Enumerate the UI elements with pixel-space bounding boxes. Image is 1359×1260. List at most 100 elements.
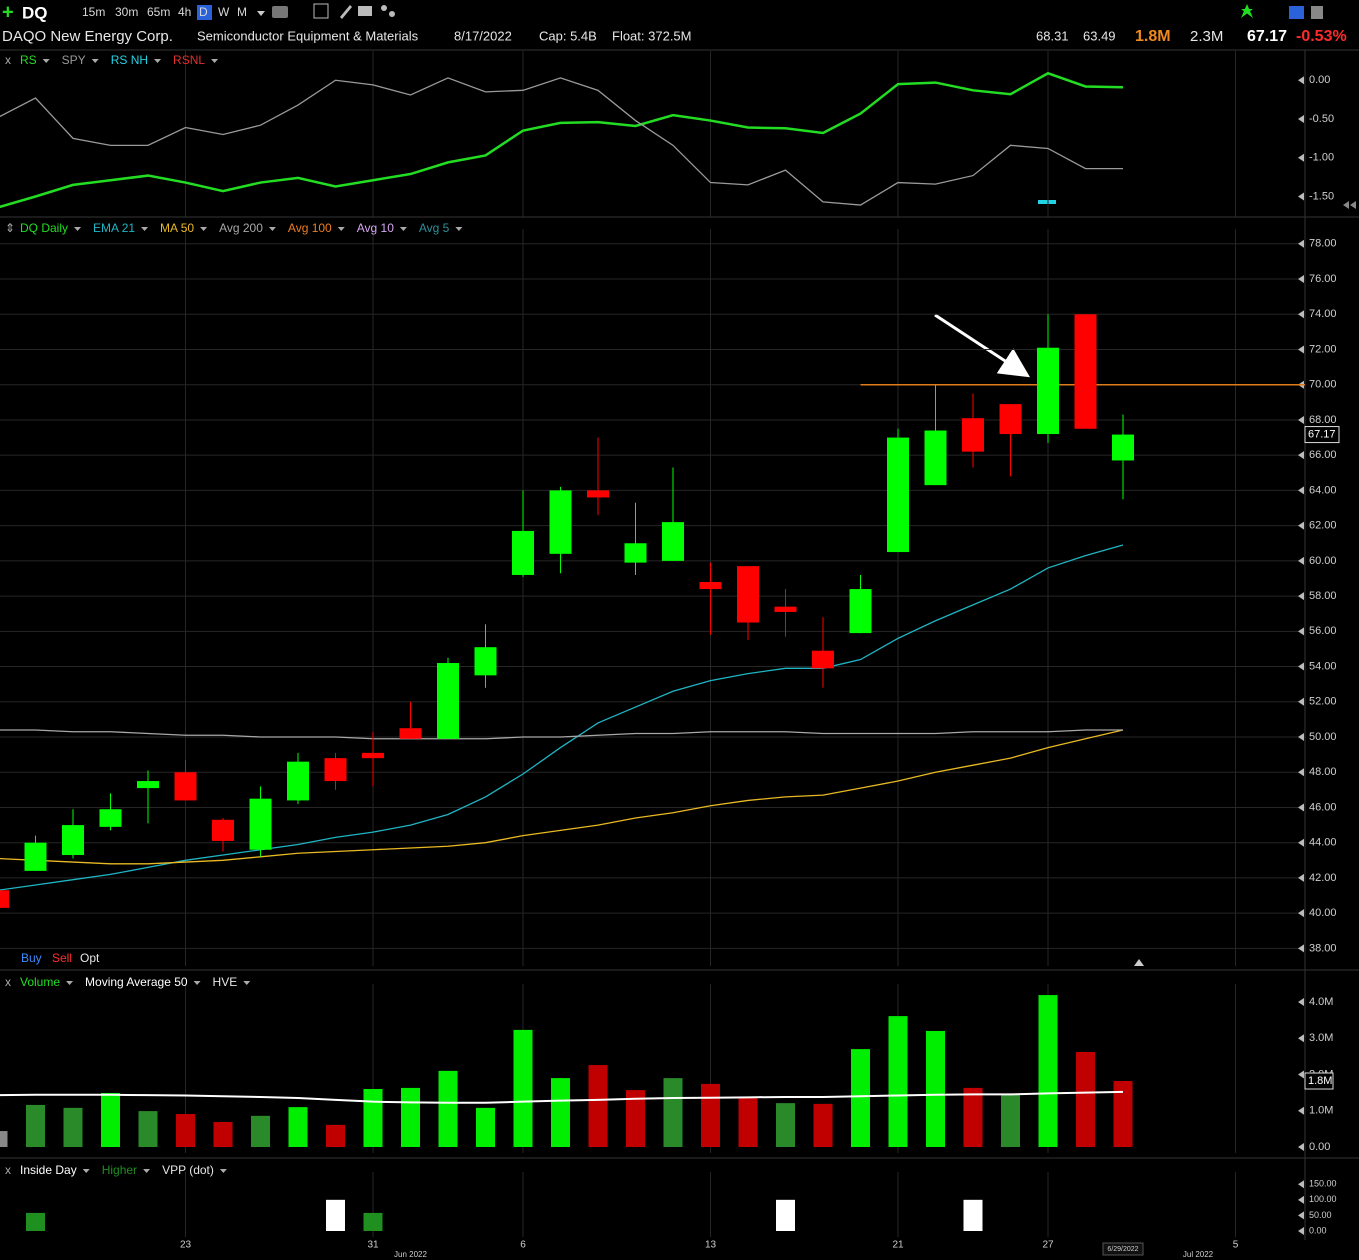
tool-icon[interactable] (358, 6, 372, 16)
tool-icon[interactable] (313, 3, 329, 19)
tool-icon[interactable] (1311, 6, 1323, 19)
legend-entry[interactable]: Higher (102, 1163, 137, 1177)
move-icon[interactable]: ⇕ (5, 221, 15, 235)
y-tick-label: 46.00 (1309, 801, 1337, 813)
collapse-icon[interactable] (1134, 959, 1144, 966)
y-tick-label: 50.00 (1309, 1210, 1332, 1220)
y-tick-mark (1298, 873, 1304, 882)
tool-icon[interactable] (340, 5, 352, 19)
x-tick-label: Jul 2022 (1183, 1250, 1214, 1259)
candle-body (174, 772, 197, 801)
bar (401, 1087, 420, 1147)
candle-body (212, 819, 234, 841)
bar (963, 1199, 983, 1231)
x-tick-label: 5 (1233, 1240, 1239, 1251)
bar (176, 1114, 195, 1147)
y-tick-label: 78.00 (1309, 238, 1337, 250)
timeframe-button[interactable]: 65m (147, 5, 170, 19)
legend-entry[interactable]: RS NH (111, 53, 148, 67)
timeframe-button[interactable]: D (199, 5, 208, 19)
y-tick-mark (1298, 310, 1304, 319)
y-tick-label: 3.0M (1309, 1032, 1333, 1044)
y-tick-label: 1.0M (1309, 1105, 1333, 1117)
symbol[interactable]: DQ (22, 3, 48, 22)
legend-entry[interactable]: Avg 200 (219, 221, 263, 235)
legend-entry[interactable]: Avg 100 (288, 221, 332, 235)
legend-entry[interactable]: RSNL (173, 53, 205, 67)
tool-icon[interactable] (389, 11, 395, 17)
legend-entry[interactable]: Avg 10 (357, 221, 394, 235)
avg-volume: 2.3M (1190, 28, 1223, 45)
candle-body (324, 758, 347, 782)
timeframe-button[interactable]: 15m (82, 5, 105, 19)
legend-caret (211, 59, 219, 63)
legend-caret (154, 59, 162, 63)
legend-entry[interactable]: Volume (20, 975, 60, 989)
candle-body (362, 752, 384, 759)
company-name: DAQO New Energy Corp. (2, 28, 173, 45)
add-icon[interactable]: + (2, 1, 14, 23)
bar (776, 1199, 795, 1231)
legend-caret (66, 981, 74, 985)
y-tick-mark (1298, 1211, 1304, 1220)
bar (851, 1049, 870, 1147)
timeframe-button[interactable]: 4h (178, 5, 191, 19)
candle-body (474, 647, 497, 676)
timeframe-button[interactable]: 30m (115, 5, 138, 19)
legend-entry[interactable]: DQ Daily (20, 221, 68, 235)
annotation-arrow (934, 313, 1031, 378)
y-tick-mark (1298, 76, 1304, 85)
timeframe-button[interactable]: W (218, 5, 230, 19)
close-icon[interactable]: x (5, 975, 11, 989)
y-tick-label: 42.00 (1309, 872, 1337, 884)
y-tick-label: 4.0M (1309, 996, 1333, 1008)
price-marker (1304, 426, 1340, 444)
close-icon[interactable]: x (5, 1163, 11, 1177)
tool-icon[interactable] (381, 5, 387, 11)
close-icon[interactable]: x (5, 53, 11, 67)
series-line (0, 1090, 1124, 1104)
date: 8/17/2022 (454, 28, 512, 43)
legend-entry[interactable]: Avg 5 (419, 221, 450, 235)
y-tick-mark (1298, 451, 1304, 460)
x-tick-label: 13 (705, 1240, 717, 1251)
candle-body (849, 589, 872, 634)
legend-entry[interactable]: HVE (213, 975, 238, 989)
sell-button[interactable]: Sell (52, 951, 72, 965)
legend-caret (399, 227, 407, 231)
tool-icon[interactable] (272, 6, 288, 18)
tool-icon[interactable] (1289, 6, 1304, 19)
candle-body (437, 663, 459, 739)
x-tick-label: 31 (367, 1240, 379, 1251)
bar (63, 1107, 83, 1147)
bar (626, 1090, 645, 1147)
candle-body (62, 825, 84, 856)
legend-entry[interactable]: Inside Day (20, 1163, 77, 1177)
legend-entry[interactable]: SPY (62, 53, 86, 67)
legend-entry[interactable]: VPP (dot) (162, 1163, 214, 1177)
y-tick-mark (1298, 1106, 1304, 1115)
scroll-icon[interactable] (1343, 201, 1356, 209)
buy-button[interactable]: Buy (21, 951, 42, 965)
candle-body (1037, 347, 1059, 435)
legend-caret (243, 981, 251, 985)
bar (363, 1212, 383, 1231)
y-tick-mark (1298, 662, 1304, 671)
options-button[interactable]: Opt (80, 951, 100, 965)
bar (963, 1087, 983, 1147)
favorite-icon[interactable] (1241, 4, 1253, 18)
market-cap: Cap: 5.4B (539, 28, 597, 43)
x-tick-label: 6 (520, 1240, 526, 1251)
candle-body (1074, 314, 1097, 429)
legend-entry[interactable]: MA 50 (160, 221, 194, 235)
timeframe-button[interactable]: M (237, 5, 247, 19)
legend-entry[interactable]: EMA 21 (93, 221, 135, 235)
y-tick-mark (1298, 192, 1304, 201)
bar (588, 1065, 608, 1147)
bar (926, 1030, 945, 1147)
legend-entry[interactable]: Moving Average 50 (85, 975, 188, 989)
candle-body (999, 404, 1022, 435)
bar (476, 1107, 495, 1147)
legend-entry[interactable]: RS (20, 53, 37, 67)
candle-body (512, 530, 534, 575)
